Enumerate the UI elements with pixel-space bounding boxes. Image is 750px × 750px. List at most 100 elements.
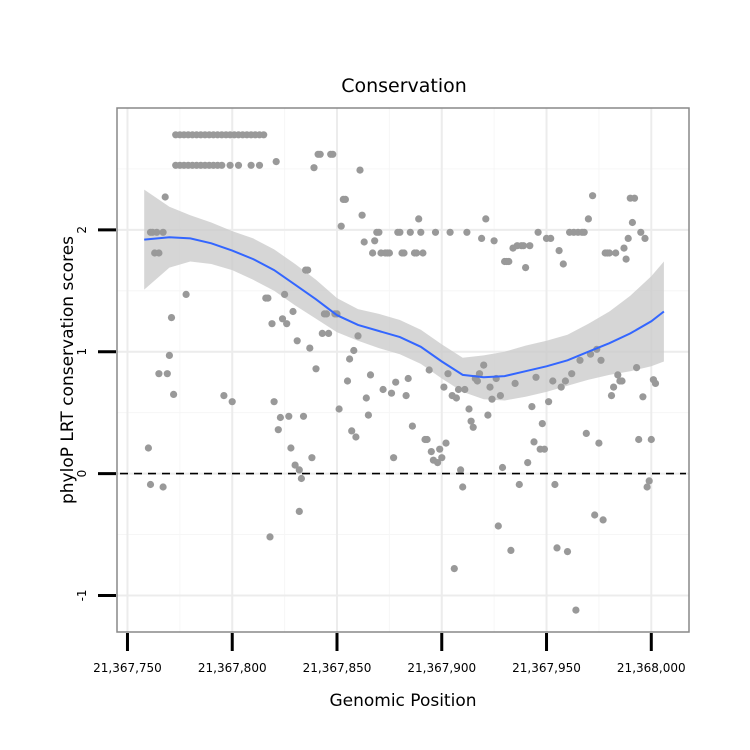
data-point: [354, 332, 362, 340]
data-point: [335, 405, 343, 413]
data-point: [155, 370, 163, 378]
data-point: [452, 394, 460, 402]
data-point: [375, 228, 383, 236]
data-point: [415, 215, 423, 223]
data-point: [260, 131, 268, 139]
data-point: [639, 393, 647, 401]
data-point: [329, 150, 337, 158]
data-point: [308, 454, 316, 462]
data-point: [165, 351, 173, 359]
y-axis-title: phyloP LRT conservation scores: [58, 236, 78, 504]
data-point: [572, 606, 580, 614]
data-point: [547, 234, 555, 242]
data-point: [281, 290, 289, 298]
data-point: [467, 417, 475, 425]
data-point: [454, 385, 463, 394]
data-point: [473, 377, 481, 385]
data-point: [312, 365, 320, 373]
data-point: [356, 166, 364, 174]
data-point: [538, 420, 546, 428]
data-point: [595, 439, 603, 447]
data-point: [306, 344, 314, 352]
data-point: [651, 379, 660, 387]
data-point: [549, 377, 557, 385]
data-point: [343, 377, 352, 385]
data-point: [561, 377, 570, 385]
data-point: [352, 433, 360, 441]
data-point: [144, 444, 152, 452]
data-point: [322, 310, 331, 318]
data-point: [461, 385, 469, 394]
data-point: [402, 392, 410, 400]
data-point: [272, 158, 280, 166]
data-point: [589, 192, 597, 200]
data-point: [419, 249, 427, 257]
data-point: [287, 444, 295, 452]
data-point: [563, 548, 572, 556]
data-point: [624, 234, 632, 242]
data-point: [628, 218, 637, 227]
data-point: [153, 228, 161, 236]
data-point: [390, 454, 398, 462]
data-point: [146, 480, 155, 489]
data-point: [425, 366, 433, 374]
data-point: [228, 398, 236, 406]
data-point: [438, 454, 446, 462]
data-point: [434, 459, 442, 467]
data-point: [295, 507, 303, 515]
data-point: [436, 445, 444, 453]
data-point: [318, 329, 326, 337]
data-point: [385, 249, 393, 257]
data-point: [387, 389, 396, 397]
data-point: [159, 228, 167, 236]
data-point: [515, 480, 523, 489]
data-point: [159, 483, 167, 491]
data-point: [341, 195, 349, 203]
data-point: [161, 193, 169, 201]
data-point: [325, 329, 333, 337]
data-point: [255, 161, 264, 169]
data-point: [291, 461, 299, 469]
data-point: [545, 398, 553, 406]
data-point: [408, 422, 416, 430]
data-point: [417, 228, 425, 236]
data-point: [610, 383, 618, 391]
data-point: [612, 249, 620, 257]
plot-panel: [116, 107, 690, 633]
data-point: [551, 480, 559, 489]
data-point: [630, 194, 639, 202]
data-point: [482, 215, 490, 223]
data-point: [299, 412, 308, 420]
data-point: [582, 429, 590, 437]
data-point: [478, 234, 486, 242]
data-point: [494, 522, 502, 530]
data-point: [496, 392, 504, 400]
grid-minor: [117, 108, 689, 632]
data-point: [369, 249, 377, 257]
data-point: [465, 405, 473, 413]
data-point: [289, 307, 297, 316]
data-point: [266, 533, 274, 541]
smooth-line: [144, 236, 665, 379]
data-point: [486, 383, 494, 391]
data-point: [404, 374, 412, 383]
data-point: [406, 228, 414, 236]
data-point: [264, 294, 272, 302]
data-point: [597, 356, 605, 364]
data-point: [526, 242, 534, 250]
data-point: [463, 228, 471, 236]
data-point: [346, 355, 354, 363]
data-point: [444, 370, 452, 378]
y-tick-label: 0: [75, 470, 89, 478]
data-point: [607, 392, 616, 400]
data-points: [144, 131, 660, 614]
data-point: [480, 361, 488, 369]
data-point: [622, 255, 630, 263]
data-point: [498, 463, 507, 472]
data-point: [358, 211, 366, 219]
data-point: [400, 249, 408, 257]
data-point: [155, 249, 163, 257]
x-tick-label: 21,367,800: [198, 661, 267, 675]
data-point: [274, 426, 282, 434]
data-point: [362, 394, 370, 402]
